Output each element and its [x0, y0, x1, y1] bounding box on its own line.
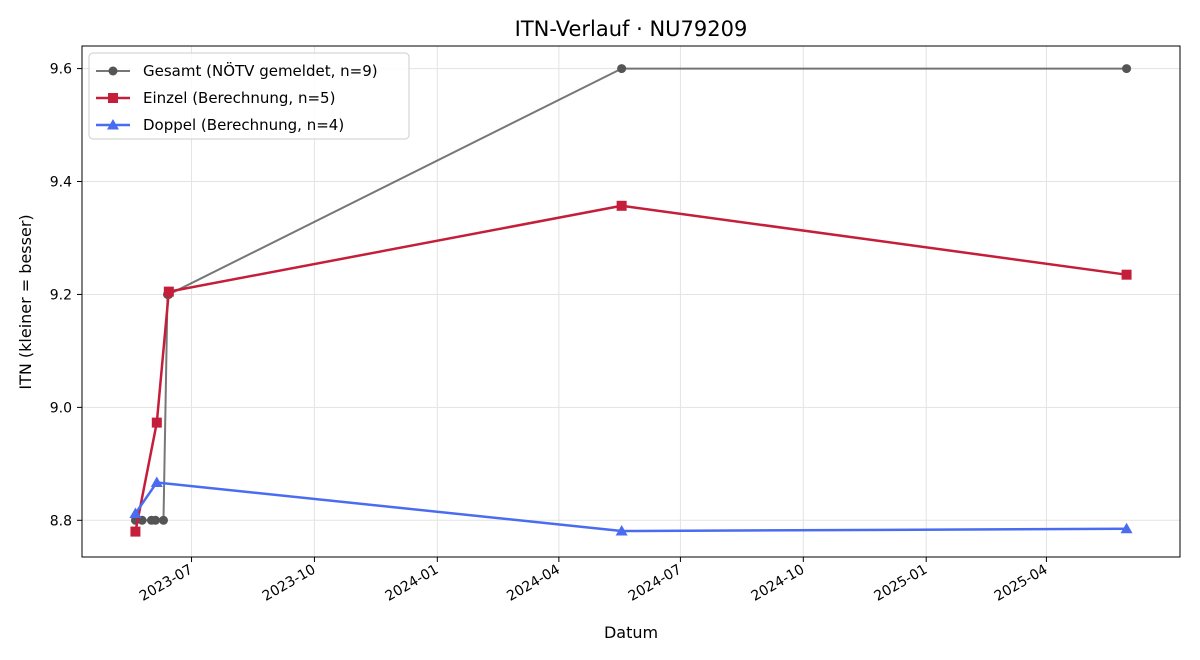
data-point: [150, 515, 160, 525]
data-point: [1120, 522, 1133, 534]
series-layer: [129, 64, 1133, 537]
series-line: [134, 481, 1127, 533]
x-axis-title: Datum: [604, 623, 658, 642]
series-2: [130, 200, 1132, 537]
legend-label: Einzel (Berechnung, n=5): [143, 89, 335, 107]
legend-marker: [108, 93, 118, 103]
legend-label: Doppel (Berechnung, n=4): [143, 116, 344, 134]
series-line: [134, 204, 1127, 532]
data-point: [1122, 64, 1132, 74]
x-tick-label: 2023-07: [137, 562, 196, 605]
y-tick-label: 8.8: [50, 513, 72, 529]
data-point: [130, 526, 141, 537]
series-3: [129, 476, 1133, 536]
y-tick-label: 9.6: [50, 62, 72, 78]
y-tick-label: 9.4: [50, 175, 72, 191]
data-point: [617, 64, 627, 74]
x-tick-label: 2024-04: [504, 562, 563, 605]
data-point: [163, 286, 174, 297]
data-point: [150, 476, 163, 487]
data-point: [616, 200, 627, 211]
plot-frame: [81, 45, 1181, 558]
legend-label: Gesamt (NÖTV gemeldet, n=9): [143, 61, 378, 80]
data-point: [615, 525, 628, 536]
y-tick-label: 9.2: [50, 287, 72, 303]
y-axis-title: ITN (kleiner = besser): [16, 214, 35, 389]
legend-marker: [107, 119, 119, 130]
data-point: [1121, 269, 1132, 280]
chart-title: ITN-Verlauf · NU79209: [515, 17, 748, 41]
data-point: [158, 515, 168, 525]
x-tick-label: 2023-10: [260, 562, 319, 605]
legend: Gesamt (NÖTV gemeldet, n=9) Einzel (Berec…: [88, 52, 410, 140]
legend-box: [88, 52, 410, 140]
x-tick-label: 2024-01: [383, 562, 442, 605]
x-tick-label: 2025-04: [992, 562, 1051, 605]
x-tick-label: 2024-07: [626, 562, 685, 605]
data-point: [137, 515, 147, 525]
y-tick-label: 9.0: [50, 400, 72, 416]
x-tick-label: 2025-01: [872, 562, 931, 605]
x-tick-label: 2024-10: [749, 562, 808, 605]
data-point: [151, 417, 162, 428]
legend-marker: [108, 66, 118, 76]
data-point: [129, 507, 142, 519]
